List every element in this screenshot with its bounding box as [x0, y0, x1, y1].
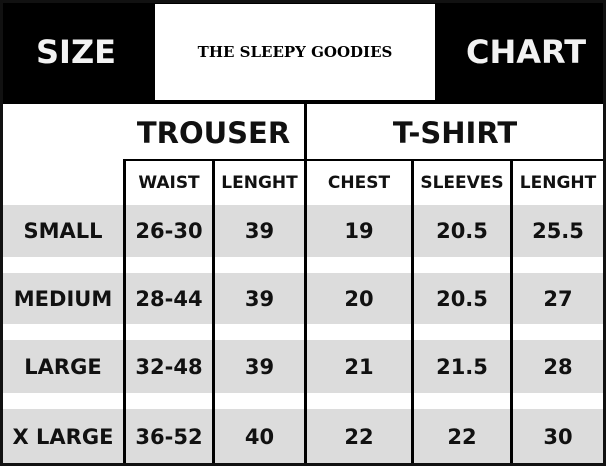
col-chest: CHEST [327, 173, 391, 193]
chest-value: 19 [344, 219, 374, 243]
tshirt-length-value: 28 [543, 354, 573, 379]
waist-value: 32-48 [135, 354, 203, 379]
chest-value: 20 [344, 286, 374, 311]
divider [304, 104, 307, 463]
divider [123, 160, 126, 463]
row-band [3, 409, 603, 463]
title-size: SIZE [36, 33, 117, 71]
sleeves-value: 20.5 [436, 219, 488, 243]
sleeves-value: 21.5 [436, 354, 488, 379]
sleeves-value: 20.5 [436, 286, 488, 311]
waist-value: 36-52 [135, 425, 203, 449]
title-chart: CHART [466, 33, 587, 71]
waist-value: 26-30 [135, 219, 203, 243]
col-sleeves: SLEEVES [420, 173, 504, 193]
sleeves-value: 22 [447, 425, 477, 449]
divider [411, 160, 414, 463]
divider [212, 160, 215, 463]
trouser-length-value: 40 [244, 425, 275, 449]
row-band [3, 340, 603, 393]
size-label: X LARGE [12, 425, 114, 449]
row-band [3, 273, 603, 324]
col-tshirt-length: LENGHT [519, 173, 597, 193]
row-band [3, 205, 603, 257]
brand-name: THE SLEEPY GOODIES [197, 43, 393, 61]
trouser-length-value: 39 [244, 219, 275, 243]
tshirt-length-value: 27 [543, 286, 573, 311]
size-chart: SIZE THE SLEEPY GOODIES CHART TROUSER T-… [3, 3, 603, 463]
size-label: LARGE [24, 354, 102, 379]
chest-value: 22 [344, 425, 374, 449]
tshirt-length-value: 25.5 [532, 219, 584, 243]
col-waist: WAIST [138, 173, 200, 193]
size-label: SMALL [23, 219, 103, 243]
group-tshirt: T-SHIRT [392, 116, 518, 150]
tshirt-length-value: 30 [543, 425, 573, 449]
header-band: SIZE THE SLEEPY GOODIES CHART [3, 3, 603, 104]
group-trouser: TROUSER [136, 116, 291, 150]
divider [123, 159, 603, 161]
col-trouser-length: LENGHT [221, 173, 298, 193]
brand-box: THE SLEEPY GOODIES [155, 4, 435, 100]
chest-value: 21 [344, 354, 374, 379]
divider [510, 160, 513, 463]
trouser-length-value: 39 [244, 286, 275, 311]
size-label: MEDIUM [13, 286, 113, 311]
waist-value: 28-44 [135, 286, 203, 311]
trouser-length-value: 39 [244, 354, 275, 379]
